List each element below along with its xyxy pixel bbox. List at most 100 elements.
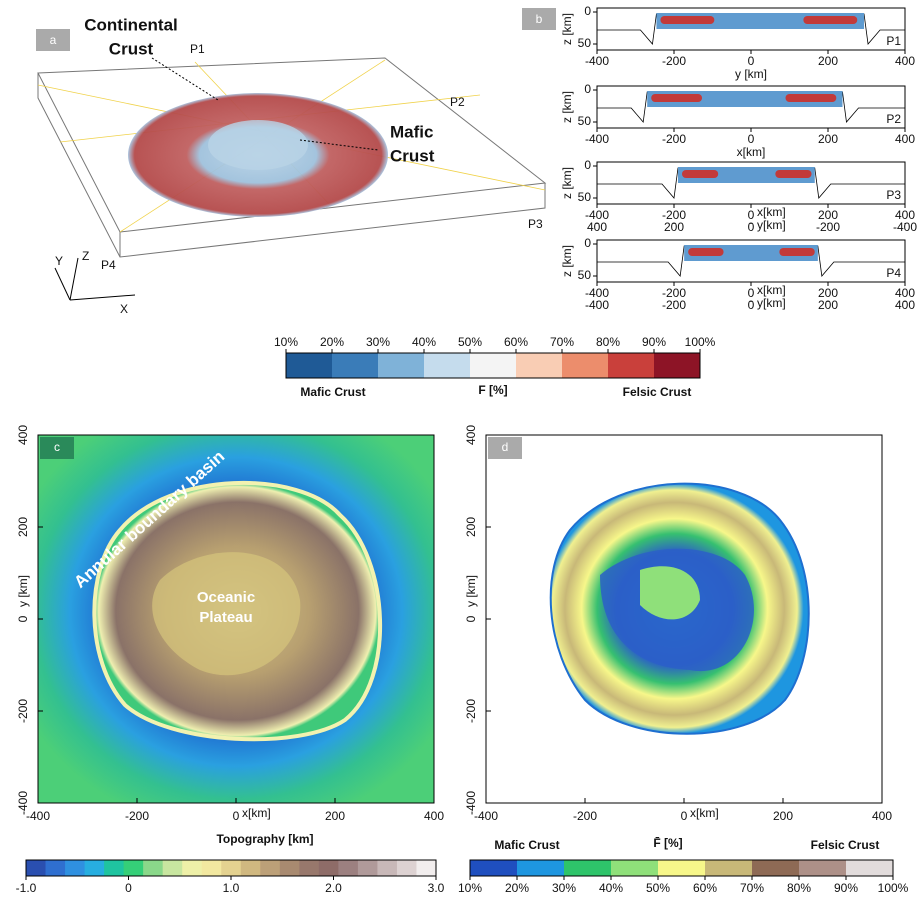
annotation: Oceanic [197,589,255,606]
annotation: Plateau [199,609,252,626]
colorbar-swatch [658,860,706,876]
colorbar-swatch [564,860,612,876]
x-tick-label: 200 [325,809,345,823]
plateau-core [152,552,301,676]
x-tick-label: 200 [818,54,838,68]
axis-name: X [120,302,128,316]
colorbar-swatch [470,860,518,876]
x-tick-label: 0 [748,286,755,300]
colorbar-title: F [%] [478,383,507,397]
x-tick-label: -400 [585,286,609,300]
colorbar-frame [285,352,701,379]
colorbar-swatch [221,860,242,876]
colorbar-swatch [84,860,105,876]
colorbar-tick-label: 90% [834,881,858,895]
x-tick-label: -200 [662,132,686,146]
y-tick-label: 50 [578,190,592,204]
green-region [640,566,700,620]
mafic-core [208,120,308,170]
felsic-band [660,16,715,24]
colorbar-swatch [182,860,203,876]
y-tick-label: 0 [584,82,591,96]
y-tick-label: 400 [464,425,478,445]
colorbar-swatch [378,353,425,378]
x-tick-label: 0 [748,132,755,146]
x-tick-label: -200 [125,809,149,823]
profile-name: P2 [886,112,901,126]
profile-name: P3 [886,188,901,202]
annotation: Crust [109,39,154,58]
colorbar-tick-label: 2.0 [325,881,342,895]
panel-c-map: c Annular boundary basin Oceanic Plateau [37,434,435,804]
colorbar-tick-label: 60% [504,335,528,349]
x-tick-label: 400 [895,132,915,146]
y-axis-label: y [km] [464,575,478,607]
y-axis-label: z [km] [560,245,574,277]
y-tick-label: 50 [578,36,592,50]
y-tick-label: -400 [464,791,478,815]
colorbar-swatch [396,860,417,876]
x2-tick-label: 0 [748,220,755,234]
colorbar-tick-label: 60% [693,881,717,895]
colorbar-swatch [279,860,300,876]
y-tick-label: 200 [16,517,30,537]
x-tick-label: 400 [872,809,892,823]
y-tick-label: 400 [16,425,30,445]
profile-label: P4 [101,258,116,272]
colorbar-tick-label: 90% [642,335,666,349]
panel-label: c [54,440,60,454]
axis-name: Y [55,254,63,268]
colorbar-swatch [299,860,320,876]
colorbar-tick-label: 100% [878,881,909,895]
profile-label: P1 [190,42,205,56]
x-tick-label: 400 [895,208,915,222]
y-tick-label: -200 [464,699,478,723]
colorbar-tick-label: 20% [505,881,529,895]
colorbar-frame [469,859,894,877]
x2-tick-label: 0 [748,298,755,312]
x-axis-label: x[km] [757,283,786,297]
colorbar-tick-label: 50% [458,335,482,349]
y-axis-label: z [km] [560,13,574,45]
y-axis-label: z [km] [560,167,574,199]
colorbar-tick-label: 10% [458,881,482,895]
colorbar-swatch [104,860,125,876]
x-tick-label: -400 [585,132,609,146]
leader [151,57,219,101]
colorbar-swatch [377,860,398,876]
x-axis-label: x[km] [737,145,766,159]
felsic-band [779,248,815,256]
panel-label: b [536,12,543,26]
x-axis-label: y [km] [735,67,767,81]
colorbar-tick-label: 10% [274,335,298,349]
x-tick-label: 200 [818,286,838,300]
colorbar-tick-label: 40% [412,335,436,349]
y-tick-label: 200 [464,517,478,537]
axis-name: Z [82,249,89,263]
felsic-band [682,170,719,178]
colorbar-swatch [752,860,800,876]
colorbar-tick-label: 50% [646,881,670,895]
colorbar-right: Felsic Crust [623,385,692,399]
colorbar-swatch [562,353,609,378]
colorbar-left: Mafic Crust [494,838,559,852]
colorbar-tick-label: 80% [787,881,811,895]
colorbar-swatch [357,860,378,876]
x-tick-label: -200 [573,809,597,823]
x-tick-label: 200 [818,208,838,222]
colorbar-tick-label: 100% [685,335,716,349]
colorbar-tick-label: 30% [552,881,576,895]
panel-label: d [502,440,509,454]
colorbar-swatch [846,860,894,876]
panel-label-box [40,437,74,459]
colorbar-tick-label: 70% [740,881,764,895]
x-tick-label: 400 [895,286,915,300]
colorbar-swatch [332,353,379,378]
y-tick-label: 50 [578,114,592,128]
y-tick-label: 0 [584,158,591,172]
x-axis-label: x[km] [242,806,271,820]
colorbar-tick-label: 80% [596,335,620,349]
colorbar-tick-label: 0 [125,881,132,895]
colorbar-tick-label: 30% [366,335,390,349]
